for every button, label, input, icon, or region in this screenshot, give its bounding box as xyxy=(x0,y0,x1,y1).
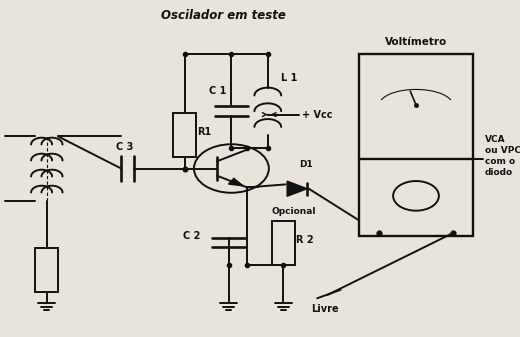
Text: C 1: C 1 xyxy=(209,86,226,96)
Text: Opcional: Opcional xyxy=(271,207,316,216)
Text: C 2: C 2 xyxy=(183,231,200,241)
Circle shape xyxy=(393,181,439,211)
Text: R1: R1 xyxy=(198,127,212,137)
Text: + Vcc: + Vcc xyxy=(302,110,332,120)
Text: R 2: R 2 xyxy=(296,235,314,245)
Bar xyxy=(359,54,473,236)
Text: D1: D1 xyxy=(299,160,313,169)
Text: C 3: C 3 xyxy=(116,142,134,152)
Text: VCA
ou VPC
com o
diodo: VCA ou VPC com o diodo xyxy=(485,135,520,177)
Polygon shape xyxy=(287,181,307,196)
Text: L 1: L 1 xyxy=(281,73,297,83)
Text: Livre: Livre xyxy=(311,304,339,314)
Bar xyxy=(35,248,58,292)
Text: Oscilador em teste: Oscilador em teste xyxy=(161,9,286,22)
Text: Voltímetro: Voltímetro xyxy=(385,37,447,48)
Polygon shape xyxy=(228,178,243,186)
Bar xyxy=(272,221,295,265)
Bar xyxy=(173,113,196,157)
